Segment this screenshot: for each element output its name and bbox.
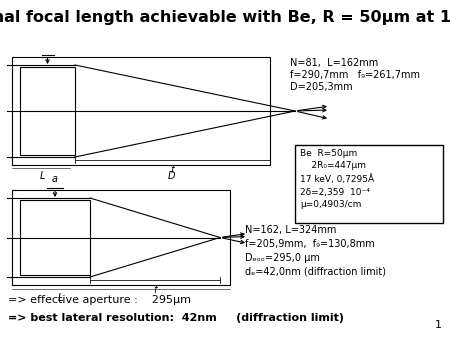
Text: N=81,  L=162mm: N=81, L=162mm <box>290 58 378 68</box>
Text: L: L <box>58 293 63 303</box>
Text: D=205,3mm: D=205,3mm <box>290 82 353 92</box>
Text: f: f <box>171 165 174 175</box>
Text: f: f <box>153 285 157 295</box>
Text: Be  R=50μm
    2R₀=447μm
17 keV, 0,7295Å
2δ=2,359  10⁻⁴
μ=0,4903/cm: Be R=50μm 2R₀=447μm 17 keV, 0,7295Å 2δ=2… <box>300 149 374 209</box>
Text: Minimal focal length achievable with Be, R = 50μm at 17 keV: Minimal focal length achievable with Be,… <box>0 10 450 25</box>
Text: a: a <box>52 174 58 184</box>
Text: => best lateral resolution:  42nm     (diffraction limit): => best lateral resolution: 42nm (diffra… <box>8 313 344 323</box>
Bar <box>20 67 75 155</box>
Text: => effective aperture :    295μm: => effective aperture : 295μm <box>8 295 191 305</box>
Text: f=290,7mm   f₉=261,7mm: f=290,7mm f₉=261,7mm <box>290 70 420 80</box>
Bar <box>20 200 90 275</box>
Text: L: L <box>39 171 45 181</box>
Bar <box>12 57 270 165</box>
Text: D: D <box>168 171 176 181</box>
Text: N=162, L=324mm
f=205,9mm,  f₉=130,8mm
Dₑₒₒ=295,0 μm
dₑ=42,0nm (diffraction limit: N=162, L=324mm f=205,9mm, f₉=130,8mm Dₑₒ… <box>245 225 386 277</box>
Bar <box>12 190 230 285</box>
Bar <box>295 145 443 223</box>
Text: 1: 1 <box>435 320 442 330</box>
